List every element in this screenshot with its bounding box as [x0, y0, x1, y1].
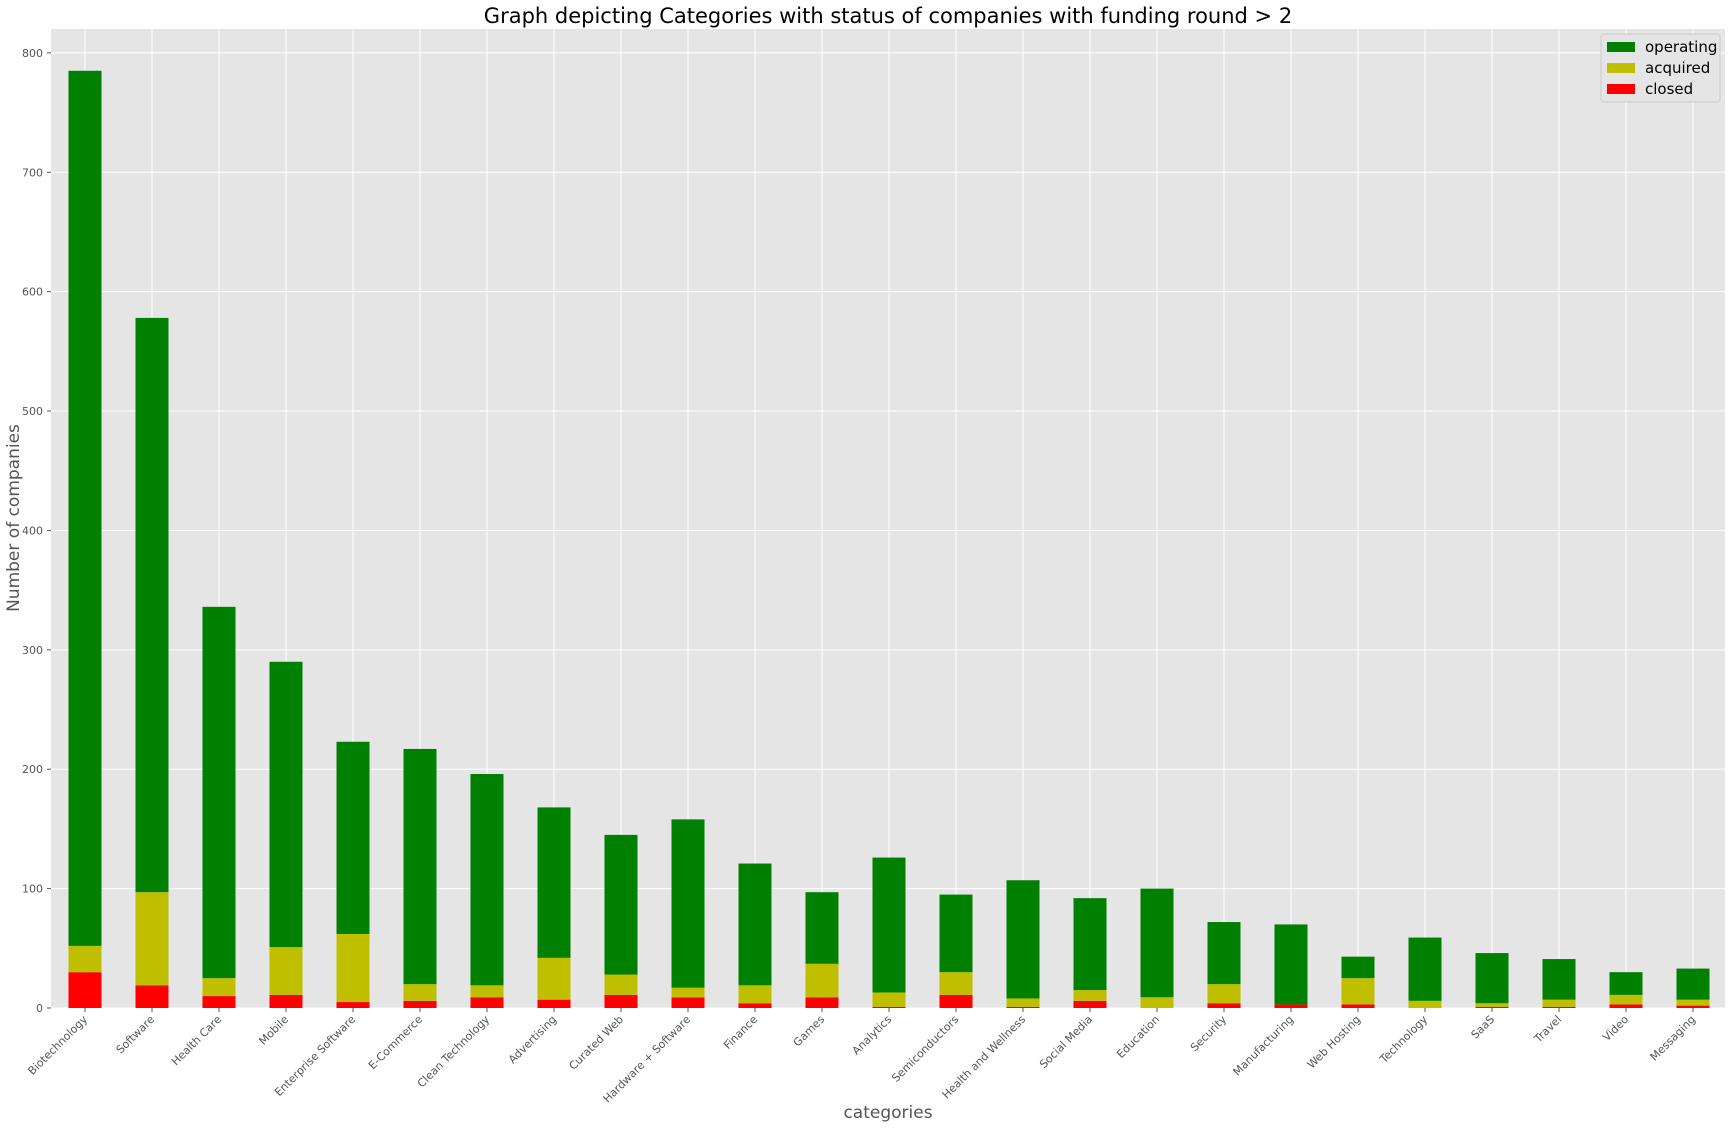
legend-label-closed: closed: [1645, 80, 1693, 98]
bar-operating: [1609, 972, 1643, 995]
y-tick-label: 0: [36, 1002, 43, 1015]
legend: operating acquired closed: [1600, 33, 1721, 103]
legend-swatch-operating: [1607, 42, 1635, 52]
bar-closed: [135, 985, 169, 1008]
bar-operating: [1676, 968, 1710, 1000]
x-axis-title: categories: [843, 1103, 932, 1123]
bar-acquired: [403, 984, 437, 1001]
bar-acquired: [202, 978, 236, 997]
bar-operating: [202, 606, 236, 979]
y-tick-label: 600: [22, 286, 43, 299]
bar-acquired: [68, 945, 102, 973]
bar-acquired: [336, 933, 370, 1003]
bar-acquired: [604, 974, 638, 995]
bar-operating: [537, 807, 571, 958]
bar-closed: [1341, 1004, 1375, 1008]
bar-operating: [738, 863, 772, 986]
bar-acquired: [1140, 997, 1174, 1008]
bar-acquired: [1341, 978, 1375, 1005]
bar-operating: [1542, 959, 1576, 1000]
bar-operating: [872, 857, 906, 993]
bar-closed: [1475, 1006, 1509, 1008]
bar-closed: [872, 1006, 906, 1008]
bar-closed: [202, 996, 236, 1008]
plot-background: [51, 29, 1725, 1008]
y-tick-label: 400: [22, 524, 43, 537]
bar-closed: [403, 1000, 437, 1008]
legend-swatch-acquired: [1607, 63, 1635, 73]
bar-operating: [1006, 880, 1040, 999]
legend-swatch-closed: [1607, 84, 1635, 94]
legend-label-operating: operating: [1645, 38, 1717, 56]
y-tick-label: 300: [22, 644, 43, 657]
bar-acquired: [1073, 990, 1107, 1001]
bar-acquired: [1542, 999, 1576, 1007]
bar-acquired: [738, 985, 772, 1004]
bar-operating: [1408, 937, 1442, 1001]
bar-operating: [135, 317, 169, 893]
y-tick-label: 500: [22, 405, 43, 418]
bar-operating: [1475, 953, 1509, 1004]
bar-acquired: [269, 947, 303, 995]
bar-acquired: [1475, 1003, 1509, 1007]
bar-acquired: [470, 985, 504, 998]
bar-operating: [336, 741, 370, 934]
bar-closed: [738, 1003, 772, 1008]
bar-operating: [604, 834, 638, 975]
bar-operating: [68, 70, 102, 946]
y-axis-title: Number of companies: [4, 424, 24, 612]
bar-closed: [1274, 1004, 1308, 1008]
bar-operating: [805, 892, 839, 964]
bar-acquired: [537, 957, 571, 1000]
bar-acquired: [805, 963, 839, 998]
bar-acquired: [135, 892, 169, 986]
bar-acquired: [939, 972, 973, 995]
bar-acquired: [1408, 1000, 1442, 1008]
bar-operating: [939, 894, 973, 973]
bar-closed: [470, 997, 504, 1008]
y-tick-label: 200: [22, 763, 43, 776]
bar-operating: [1073, 898, 1107, 991]
bar-operating: [470, 773, 504, 986]
bar-acquired: [1006, 998, 1040, 1007]
bar-closed: [269, 994, 303, 1008]
bar-operating: [671, 819, 705, 988]
bar-closed: [1542, 1006, 1576, 1008]
bar-operating: [1341, 956, 1375, 979]
y-tick-label: 100: [22, 883, 43, 896]
bar-closed: [68, 972, 102, 1008]
bar-closed: [1676, 1005, 1710, 1008]
bar-acquired: [872, 992, 906, 1007]
bar-closed: [1073, 1000, 1107, 1008]
bar-operating: [1140, 888, 1174, 998]
bar-closed: [939, 994, 973, 1008]
bar-closed: [537, 999, 571, 1008]
bar-closed: [1207, 1003, 1241, 1008]
bar-acquired: [1207, 984, 1241, 1004]
bar-closed: [1006, 1006, 1040, 1008]
chart-title: Graph depicting Categories with status o…: [484, 4, 1292, 28]
bar-closed: [805, 997, 839, 1008]
bar-operating: [269, 661, 303, 948]
y-tick-label: 800: [22, 47, 43, 60]
bar-closed: [671, 997, 705, 1008]
bars: [68, 70, 1710, 1008]
bar-operating: [403, 748, 437, 985]
bar-acquired: [671, 987, 705, 998]
bar-operating: [1207, 922, 1241, 985]
bar-closed: [1609, 1004, 1643, 1008]
bar-closed: [336, 1002, 370, 1008]
bar-operating: [1274, 924, 1308, 1005]
bar-closed: [604, 994, 638, 1008]
y-tick-label: 700: [22, 166, 43, 179]
bar-acquired: [1676, 999, 1710, 1006]
bar-acquired: [1609, 994, 1643, 1005]
legend-label-acquired: acquired: [1645, 59, 1710, 77]
